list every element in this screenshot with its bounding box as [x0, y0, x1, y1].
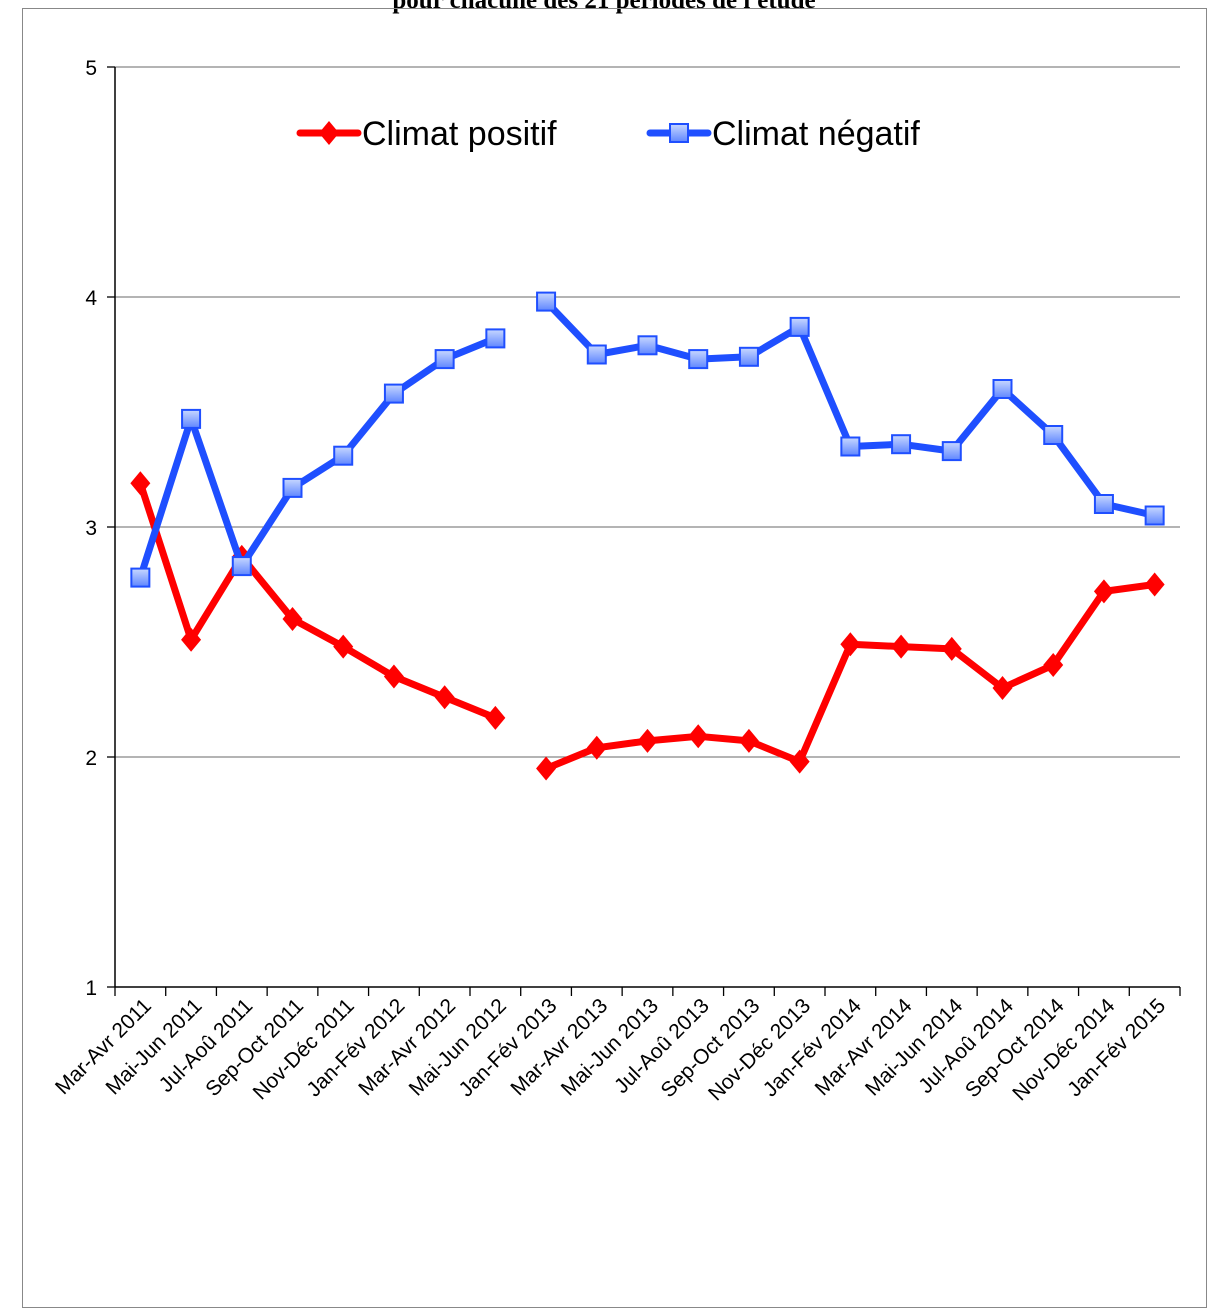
data-point-negatif	[840, 436, 861, 457]
data-point-positif	[434, 685, 455, 710]
data-point-positif	[485, 705, 506, 730]
data-point-negatif	[434, 349, 455, 370]
y-tick-label: 5	[85, 57, 97, 80]
data-point-negatif	[181, 408, 202, 429]
data-point-positif	[130, 471, 151, 496]
legend-label: Climat positif	[362, 115, 557, 153]
data-point-negatif	[333, 445, 354, 466]
legend-item-0: Climat positif	[296, 115, 557, 153]
legend-swatch-marker	[319, 121, 339, 145]
data-point-positif	[181, 627, 202, 652]
y-tick-label: 4	[85, 287, 97, 310]
legend-label: Climat négatif	[712, 115, 920, 153]
data-point-negatif	[586, 344, 607, 365]
data-point-positif	[738, 728, 759, 753]
data-point-positif	[891, 634, 912, 659]
data-point-negatif	[789, 316, 810, 337]
series-line-1	[542, 298, 1159, 519]
data-point-positif	[789, 749, 810, 774]
data-point-positif	[1144, 572, 1165, 597]
data-point-negatif	[231, 556, 252, 577]
series-line-0	[542, 581, 1159, 772]
data-point-positif	[688, 724, 709, 749]
data-point-positif	[992, 676, 1013, 700]
data-point-negatif	[688, 349, 709, 370]
data-point-positif	[941, 636, 962, 661]
data-point-positif	[1093, 579, 1114, 604]
data-point-negatif	[738, 346, 759, 367]
data-point-negatif	[130, 567, 151, 588]
data-point-negatif	[536, 291, 557, 312]
chart-frame	[22, 8, 1207, 1308]
data-point-negatif	[1144, 505, 1165, 526]
data-point-positif	[840, 632, 861, 657]
data-point-negatif	[637, 335, 658, 356]
y-tick-label: 3	[85, 517, 97, 540]
data-point-positif	[333, 634, 354, 659]
data-point-negatif	[891, 434, 912, 455]
data-point-positif	[637, 728, 658, 753]
data-point-positif	[282, 607, 303, 631]
data-point-positif	[383, 664, 404, 689]
data-point-positif	[536, 756, 557, 781]
series-line-0	[136, 479, 499, 722]
data-point-negatif	[383, 383, 404, 404]
data-point-positif	[586, 735, 607, 760]
data-point-negatif	[485, 328, 506, 349]
legend-swatch-marker	[669, 123, 689, 143]
y-tick-label: 2	[85, 747, 97, 770]
data-point-negatif	[941, 441, 962, 462]
data-point-negatif	[992, 379, 1013, 399]
data-point-negatif	[282, 477, 303, 498]
data-point-positif	[1043, 653, 1064, 677]
data-point-negatif	[1043, 425, 1064, 445]
chart-title: pour chacune des 21 périodes de l'étude	[392, 0, 816, 14]
data-point-negatif	[1093, 494, 1114, 514]
series-line-1	[136, 334, 499, 582]
y-tick-label: 1	[85, 977, 97, 1000]
legend-item-1: Climat négatif	[646, 115, 920, 153]
